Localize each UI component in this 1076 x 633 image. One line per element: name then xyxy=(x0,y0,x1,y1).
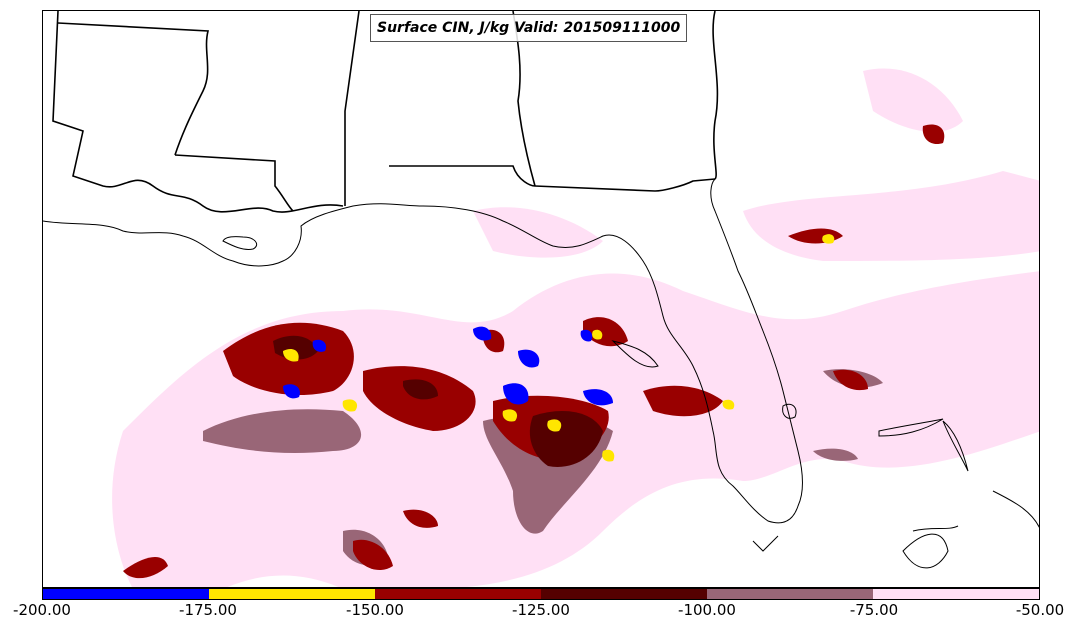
colorbar-segment-2 xyxy=(209,589,375,599)
colorbar-segment-3 xyxy=(375,589,541,599)
colorbar xyxy=(42,588,1040,600)
cin-field-light xyxy=(112,68,1039,587)
map-canvas xyxy=(43,11,1039,587)
map-title: Surface CIN, J/kg Valid: 201509111000 xyxy=(370,14,688,42)
colorbar-segment-1 xyxy=(43,589,209,599)
colorbar-label: -150.00 xyxy=(346,601,404,619)
colorbar-label: -100.00 xyxy=(678,601,736,619)
colorbar-label: -175.00 xyxy=(179,601,237,619)
cin-field-blue xyxy=(283,326,613,406)
colorbar-label: -75.00 xyxy=(849,601,899,619)
colorbar-segment-5 xyxy=(707,589,873,599)
colorbar-label: -50.00 xyxy=(1015,601,1065,619)
colorbar-segment-4 xyxy=(541,589,707,599)
colorbar-labels: -200.00 -175.00 -150.00 -125.00 -100.00 … xyxy=(0,601,1076,625)
map-panel xyxy=(42,10,1040,588)
state-boundaries xyxy=(52,11,719,213)
coastlines xyxy=(43,178,1039,569)
colorbar-segment-6 xyxy=(873,589,1039,599)
colorbar-label: -200.00 xyxy=(13,601,71,619)
colorbar-label: -125.00 xyxy=(512,601,570,619)
cin-field-yellow xyxy=(283,234,835,462)
